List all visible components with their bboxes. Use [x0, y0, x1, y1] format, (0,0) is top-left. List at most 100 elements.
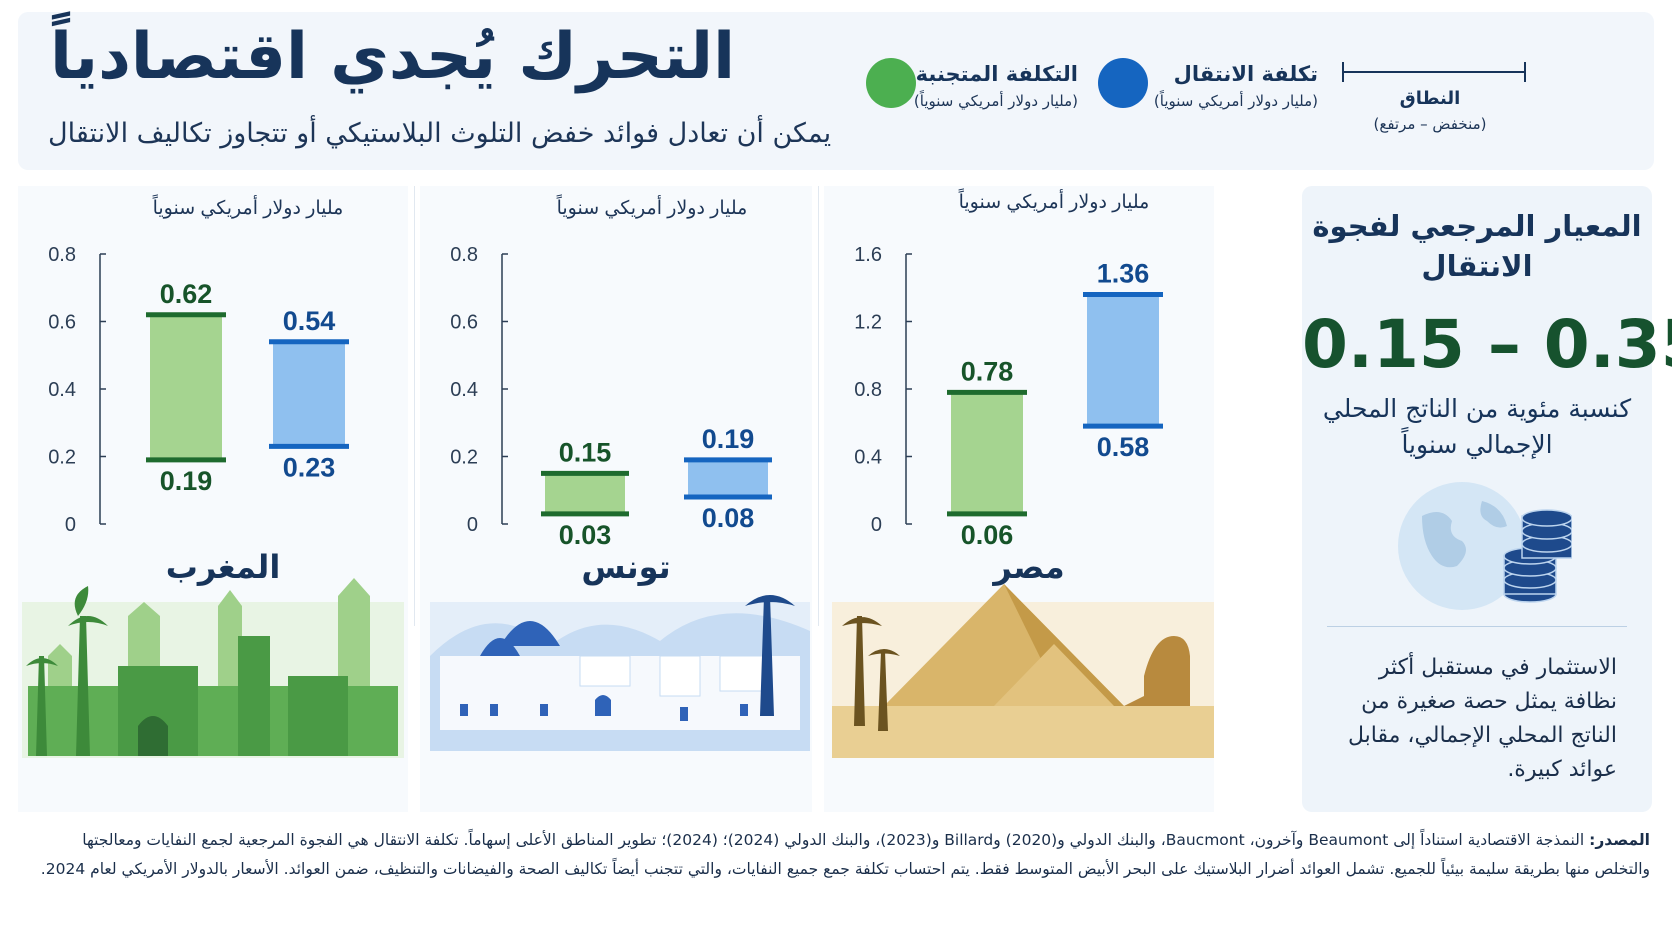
palm-tree: [745, 595, 795, 716]
y-tick-label: 0.4: [48, 379, 76, 401]
bar-high-edge: [541, 470, 629, 476]
blue-windows: [460, 695, 748, 721]
reference-range: 0.15 – 0.35: [1302, 306, 1672, 383]
reference-separator: [1327, 626, 1627, 627]
bar-low-edge: [1083, 423, 1163, 429]
reference-unit: كنسبة مئوية من الناتج المحلي الإجمالي سن…: [1322, 394, 1632, 459]
bar-high-edge: [269, 339, 349, 345]
bar-low-edge: [947, 511, 1027, 517]
panel-divider: [414, 186, 415, 626]
y-tick-label: 0.8: [48, 244, 76, 266]
chart-panel-tunisia: مليار دولار أمريكي سنوياً 0 0.2 0.4 0.6 0.8 0.…: [420, 186, 812, 812]
bar-low-edge: [146, 457, 226, 463]
legend-transition-label: تكلفة الانتقال: [1173, 62, 1318, 86]
scene-illustration: [430, 595, 810, 751]
bar-low-edge: [684, 494, 772, 500]
low-value-label: 0.06: [961, 520, 1014, 550]
y-axis-label: مليار دولار أمريكي سنوياً: [153, 194, 344, 219]
source-label: المصدر:: [1589, 831, 1650, 849]
low-value-label: 0.08: [702, 503, 755, 533]
reference-description: الاستثمار في مستقبل أكثر نظافة يمثل حصة …: [1347, 655, 1617, 782]
legend-range-unit: (منخفض – مرتفع): [1373, 115, 1487, 133]
sphinx: [1104, 636, 1190, 716]
pyramid-small: [994, 644, 1114, 706]
y-tick-label: 0.4: [450, 379, 478, 401]
reference-panel: المعيار المرجعي لفجوة الانتقال 0.15 – 0.…: [1302, 186, 1672, 812]
bar-high-edge: [684, 457, 772, 463]
avoided-range-bar: [150, 314, 222, 460]
legend-transition-unit: (مليار دولار أمريكي سنوياً): [1153, 92, 1318, 110]
country-name: مصر: [991, 549, 1064, 586]
legend-transition: تكلفة الانتقال (مليار دولار أمريكي سنويا…: [1154, 62, 1318, 110]
low-value-label: 0.23: [283, 452, 336, 482]
header-panel: [18, 12, 1654, 170]
scene-illustration: [832, 584, 1214, 758]
bar-high-edge: [1083, 292, 1163, 297]
legend-avoided: التكلفة المتجنبة (مليار دولار أمريكي سنو…: [913, 62, 1078, 110]
y-tick-label: 0.6: [48, 312, 76, 334]
reference-title: المعيار المرجعي لفجوة الانتقال: [1312, 209, 1642, 283]
bar-low-edge: [541, 511, 629, 517]
y-tick-label: 0.8: [854, 379, 882, 401]
transition-range-bar: [1087, 294, 1159, 427]
pyramid-shadow: [1004, 584, 1124, 706]
chart-svg: مليار دولار أمريكي سنوياً 0 0.2 0.4 0.6 0.8 0.…: [430, 194, 810, 751]
low-value-label: 0.19: [160, 466, 213, 496]
chart-svg: مليار دولار أمريكي سنوياً 0 0.2 0.4 0.6 0.8 0.…: [22, 194, 404, 758]
palm-tree: [842, 616, 900, 731]
legend-range-tick-right: [1524, 62, 1526, 82]
high-value-label: 0.62: [160, 279, 213, 309]
page-subtitle: يمكن أن تعادل فوائد خفض التلوث البلاستيك…: [48, 118, 832, 149]
high-value-label: 0.78: [961, 356, 1014, 386]
legend-range-label: النطاق: [1399, 88, 1461, 109]
legend-avoided-swatch: [866, 58, 916, 108]
y-tick-label: 0.4: [854, 447, 882, 469]
y-tick-label: 1.6: [854, 244, 882, 266]
blue-dome: [480, 621, 560, 656]
country-name: المغرب: [166, 549, 281, 586]
sand: [832, 706, 1214, 758]
chart-panel-egypt: مليار دولار أمريكي سنوياً 0 0.4 0.8 1.2 1.6 0.…: [824, 186, 1214, 812]
avoided-range-bar: [545, 473, 625, 514]
high-value-label: 0.54: [283, 306, 336, 336]
page-title: التحرك يُجدي اقتصادياً: [50, 20, 735, 94]
y-axis-label: مليار دولار أمريكي سنوياً: [557, 194, 748, 219]
transition-range-bar: [273, 341, 345, 447]
legend-transition-swatch: [1098, 58, 1148, 108]
legend-avoided-label: التكلفة المتجنبة: [915, 62, 1078, 86]
low-value-label: 0.03: [559, 520, 612, 550]
low-value-label: 0.58: [1097, 432, 1150, 462]
scene-illustration: [22, 578, 404, 758]
legend-range-line: [1342, 71, 1526, 73]
bar-high-edge: [146, 312, 226, 318]
bar-high-edge: [947, 389, 1027, 395]
panel-divider: [818, 186, 819, 626]
y-tick-label: 0.6: [450, 312, 478, 334]
y-tick-label: 0.2: [450, 447, 478, 469]
y-tick-label: 0: [871, 514, 882, 536]
bar-low-edge: [269, 443, 349, 449]
legend-range: النطاق (منخفض – مرتفع): [1360, 88, 1500, 133]
chart-svg: مليار دولار أمريكي سنوياً 0 0.4 0.8 1.2 1.6 0.…: [832, 188, 1214, 758]
transition-range-bar: [688, 459, 768, 497]
y-axis-label: مليار دولار أمريكي سنوياً: [959, 188, 1150, 213]
chart-panel-morocco: مليار دولار أمريكي سنوياً 0 0.2 0.4 0.6 0.8 0.…: [18, 186, 408, 812]
buildings: [118, 636, 348, 756]
source-text: النمذجة الاقتصادية استناداً إلى Beaumont…: [40, 831, 1650, 878]
avoided-range-bar: [951, 392, 1023, 514]
high-value-label: 0.15: [559, 437, 612, 467]
arch-door: [138, 716, 168, 756]
country-name: تونس: [581, 549, 670, 586]
high-value-label: 1.36: [1097, 259, 1150, 289]
y-tick-label: 0: [65, 514, 76, 536]
y-tick-label: 0: [467, 514, 478, 536]
source-note: المصدر: النمذجة الاقتصادية استناداً إلى …: [28, 826, 1650, 884]
globe-coins-icon: [1398, 482, 1572, 610]
y-tick-label: 1.2: [854, 312, 882, 334]
legend-avoided-unit: (مليار دولار أمريكي سنوياً): [913, 92, 1078, 110]
y-tick-label: 0.2: [48, 447, 76, 469]
palm-tree: [68, 586, 108, 756]
high-value-label: 0.19: [702, 424, 755, 454]
palm-tree: [26, 656, 58, 756]
y-tick-label: 0.8: [450, 244, 478, 266]
